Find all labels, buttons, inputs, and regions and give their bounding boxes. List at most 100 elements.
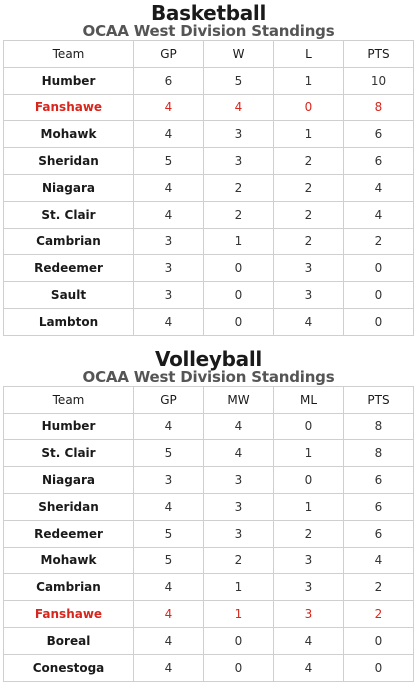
stat-cell: 5 [203,66,274,95]
stat-cell: 1 [203,573,274,602]
stat-cell: 1 [203,227,274,256]
stat-cell: 3 [203,466,274,494]
basketball-standings-table: Team GP W L PTS Humber 6 5 1 10 Fanshawe 4 4 0 8 Mohaw… [3,40,414,336]
stat-cell: 3 [203,519,274,548]
stat-cell: 6 [343,120,414,149]
stat-cell: 0 [343,653,414,682]
team-name-cell: St. Clair [3,200,134,229]
column-header: MW [203,385,274,414]
volleyball-title: Volleyball [155,346,262,371]
stat-cell: 2 [203,546,274,575]
stat-cell: 4 [133,173,204,202]
volleyball-subtitle: OCAA West Division Standings [82,367,335,386]
stat-cell: 5 [133,546,204,575]
stat-cell: 2 [343,227,414,256]
stat-cell: 3 [133,281,204,309]
stat-cell: 3 [273,546,344,575]
table-row: Sheridan 4 3 1 6 [3,492,414,521]
table-header-row: Team GP MW ML PTS [3,385,414,414]
stat-cell: 4 [133,573,204,602]
table-row: Cambrian 3 1 2 2 [3,227,414,256]
volleyball-section: Volleyball OCAA West Division Standings … [0,336,417,682]
stat-cell: 0 [203,254,274,283]
stat-cell: 1 [273,492,344,521]
stat-cell: 8 [343,412,414,441]
stat-cell: 6 [343,492,414,521]
stat-cell: 4 [343,546,414,575]
stat-cell: 2 [273,173,344,202]
stat-cell: 2 [203,173,274,202]
stat-cell: 6 [343,147,414,175]
stat-cell: 4 [133,600,204,628]
table-row: Humber 6 5 1 10 [3,66,414,95]
stat-cell: 0 [203,626,274,655]
volleyball-standings-table: Team GP MW ML PTS Humber 4 4 0 8 St. Clair 5 4 1 8 Nia… [3,385,414,682]
team-name-cell: Mohawk [3,546,134,575]
stat-cell: 4 [133,412,204,441]
table-row: Mohawk 5 2 3 4 [3,546,414,575]
table-row: Niagara 4 2 2 4 [3,173,414,202]
team-name-cell: Humber [3,66,134,95]
stat-cell: 2 [273,147,344,175]
stat-cell: 4 [133,307,204,336]
column-header: L [273,40,344,68]
stat-cell: 4 [203,93,274,122]
stat-cell: 4 [343,173,414,202]
stat-cell: 4 [133,120,204,149]
stat-cell: 4 [343,200,414,229]
stat-cell: 4 [273,626,344,655]
stat-cell: 1 [273,120,344,149]
table-row: St. Clair 4 2 2 4 [3,200,414,229]
stat-cell: 4 [133,200,204,229]
table-row: Niagara 3 3 0 6 [3,466,414,494]
stat-cell: 3 [273,573,344,602]
table-row: Fanshawe 4 1 3 2 [3,600,414,628]
basketball-title: Basketball [150,1,267,25]
stat-cell: 0 [343,281,414,309]
stat-cell: 5 [133,147,204,175]
team-name-cell: Conestoga [3,653,134,682]
stat-cell: 2 [343,600,414,628]
stat-cell: 4 [133,93,204,122]
stat-cell: 4 [203,439,274,468]
column-header: PTS [343,385,414,414]
stat-cell: 1 [203,600,274,628]
stat-cell: 0 [273,466,344,494]
team-name-cell: Lambton [3,307,134,336]
stat-cell: 3 [203,147,274,175]
stat-cell: 5 [133,519,204,548]
team-name-cell: Mohawk [3,120,134,149]
stat-cell: 2 [273,227,344,256]
column-header: ML [273,385,344,414]
stat-cell: 3 [133,227,204,256]
table-row: Sheridan 5 3 2 6 [3,147,414,175]
basketball-section: Basketball OCAA West Division Standings … [0,0,417,336]
table-row: Redeemer 5 3 2 6 [3,519,414,548]
stat-cell: 4 [273,653,344,682]
stat-cell: 0 [343,307,414,336]
table-row: Sault 3 0 3 0 [3,281,414,309]
table-row: Humber 4 4 0 8 [3,412,414,441]
table-row: Conestoga 4 0 4 0 [3,653,414,682]
stat-cell: 0 [203,281,274,309]
table-row: Cambrian 4 1 3 2 [3,573,414,602]
team-name-cell: St. Clair [3,439,134,468]
table-row: Redeemer 3 0 3 0 [3,254,414,283]
stat-cell: 6 [343,519,414,548]
column-header: W [203,40,274,68]
stat-cell: 4 [133,626,204,655]
team-name-cell: Sheridan [3,147,134,175]
team-name-cell: Niagara [3,173,134,202]
table-header-row: Team GP W L PTS [3,40,414,68]
team-name-cell: Sheridan [3,492,134,521]
stat-cell: 2 [273,519,344,548]
team-name-cell: Humber [3,412,134,441]
team-name-cell: Cambrian [3,227,134,256]
stat-cell: 0 [203,653,274,682]
stat-cell: 6 [343,466,414,494]
stat-cell: 1 [273,66,344,95]
team-name-cell: Sault [3,281,134,309]
table-row: Mohawk 4 3 1 6 [3,120,414,149]
table-row: Fanshawe 4 4 0 8 [3,93,414,122]
team-name-cell: Cambrian [3,573,134,602]
